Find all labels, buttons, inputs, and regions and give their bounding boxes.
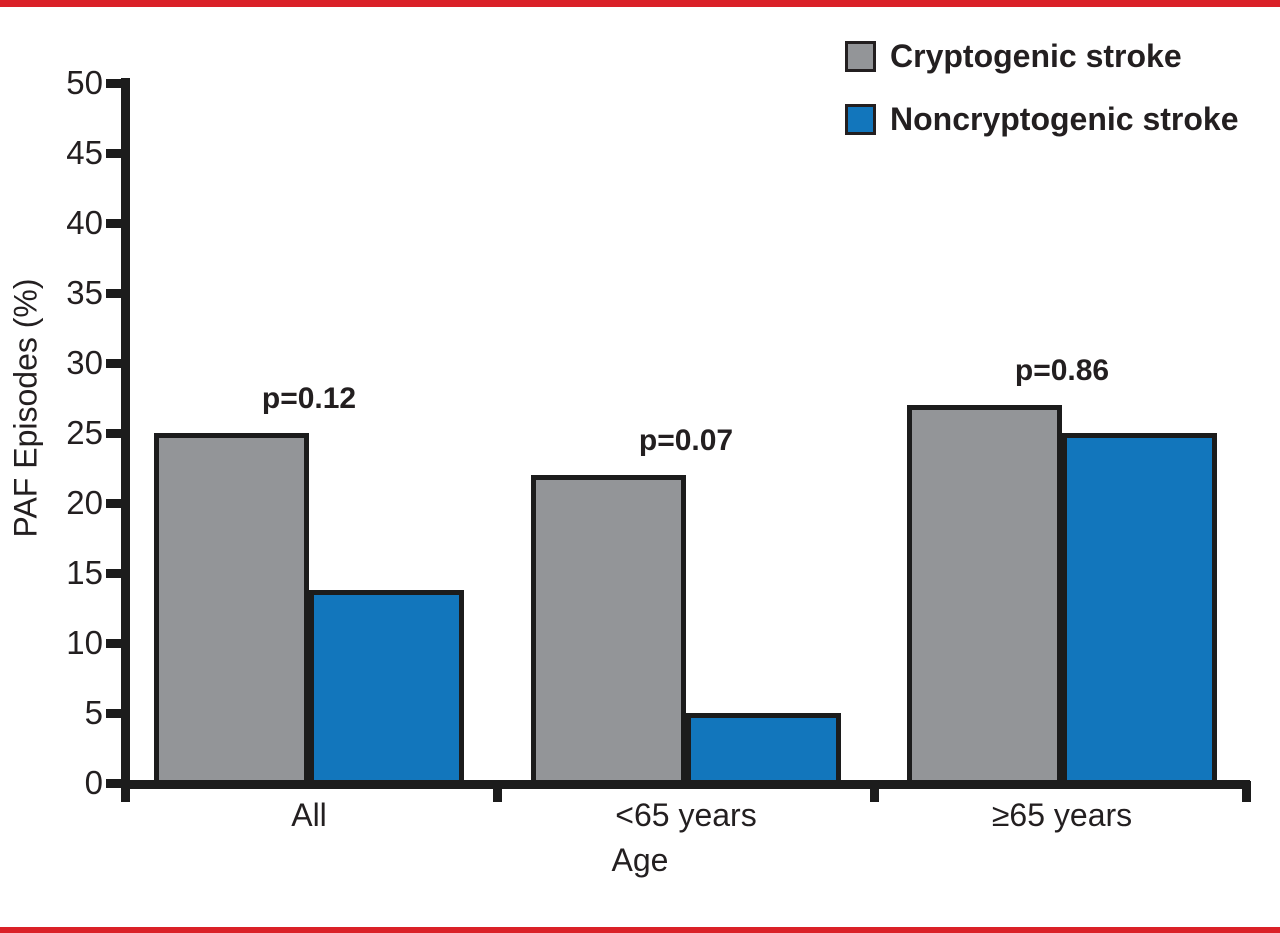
x-axis-line — [121, 780, 1250, 789]
y-tick-label: 20 — [66, 484, 103, 521]
y-tick-label: 50 — [66, 64, 103, 101]
bar-cryptogenic-1 — [531, 475, 686, 788]
y-tick-label: 40 — [66, 204, 103, 241]
p-value-annotation: p=0.86 — [1014, 354, 1110, 387]
y-axis-tick — [106, 149, 122, 158]
y-tick-label: 25 — [66, 414, 103, 451]
bar-cryptogenic-0 — [154, 433, 309, 788]
y-axis-tick — [106, 429, 122, 438]
chart-legend: Cryptogenic stroke Noncryptogenic stroke — [845, 38, 1239, 164]
y-tick-label: 15 — [66, 554, 103, 591]
p-value-annotation: p=0.12 — [261, 382, 357, 415]
legend-item-cryptogenic: Cryptogenic stroke — [845, 38, 1239, 75]
bar-noncryptogenic-0 — [309, 590, 464, 788]
y-axis-tick — [106, 779, 122, 788]
legend-item-noncryptogenic: Noncryptogenic stroke — [845, 101, 1239, 138]
x-axis-tick — [1242, 781, 1251, 802]
y-axis-tick — [106, 499, 122, 508]
y-tick-label: 10 — [66, 624, 103, 661]
y-axis-tick — [106, 219, 122, 228]
legend-label-cryptogenic: Cryptogenic stroke — [890, 38, 1182, 74]
y-tick-label: 35 — [66, 274, 103, 311]
x-tick-label: ≥65 years — [991, 797, 1133, 833]
y-axis-tick — [106, 639, 122, 648]
bar-cryptogenic-2 — [907, 405, 1062, 788]
x-axis-tick — [870, 781, 879, 802]
y-tick-label: 0 — [84, 764, 103, 801]
y-tick-label: 30 — [66, 344, 103, 381]
legend-swatch-cryptogenic — [845, 41, 876, 72]
y-axis-tick — [106, 709, 122, 718]
y-axis-line — [121, 78, 130, 802]
x-axis-title: Age — [611, 842, 669, 878]
y-tick-label: 45 — [66, 134, 103, 171]
y-axis-tick — [106, 569, 122, 578]
p-value-annotation: p=0.07 — [638, 424, 734, 457]
y-axis-tick — [106, 359, 122, 368]
y-axis-tick — [106, 79, 122, 88]
x-tick-label: <65 years — [615, 797, 757, 833]
y-tick-label: 5 — [84, 694, 103, 731]
y-axis-tick — [106, 289, 122, 298]
x-axis-tick — [493, 781, 502, 802]
x-tick-label: All — [291, 797, 327, 833]
legend-swatch-noncryptogenic — [845, 104, 876, 135]
top-red-rule — [0, 0, 1280, 7]
bottom-red-rule — [0, 927, 1280, 933]
legend-label-noncryptogenic: Noncryptogenic stroke — [890, 101, 1239, 137]
bar-noncryptogenic-2 — [1062, 433, 1217, 788]
bar-noncryptogenic-1 — [686, 713, 841, 788]
